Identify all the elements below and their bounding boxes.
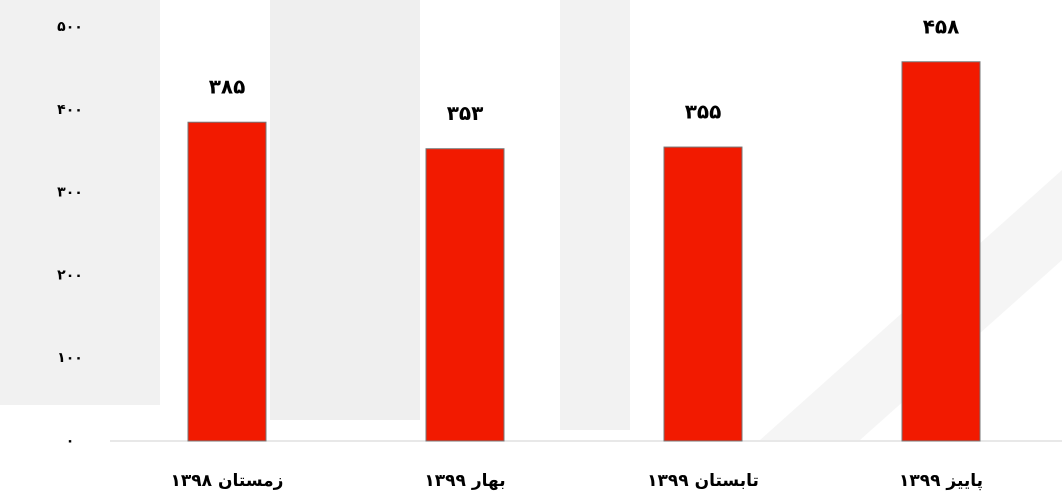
- bar: [187, 121, 267, 442]
- y-tick-label: ۳۰۰: [57, 185, 83, 201]
- value-label: ۳۸۵: [209, 75, 246, 99]
- x-tick-label: تابستان ۱۳۹۹: [647, 471, 759, 491]
- value-label: ۳۵۵: [685, 100, 722, 124]
- x-tick-label: بهار ۱۳۹۹: [424, 471, 505, 491]
- y-tick-label: ۰: [66, 433, 75, 449]
- x-tick-label: زمستان ۱۳۹۸: [171, 471, 284, 491]
- x-tick-label: پاییز ۱۳۹۹: [899, 471, 983, 491]
- value-label: ۴۵۸: [923, 14, 960, 38]
- bar: [425, 148, 505, 442]
- value-label: ۳۵۳: [447, 101, 484, 125]
- y-tick-label: ۴۰۰: [57, 102, 83, 118]
- y-tick-label: ۱۰۰: [57, 350, 83, 366]
- y-tick-label: ۵۰۰: [57, 19, 83, 35]
- y-tick-label: ۲۰۰: [57, 267, 83, 283]
- bar: [663, 146, 743, 442]
- bar: [901, 61, 981, 442]
